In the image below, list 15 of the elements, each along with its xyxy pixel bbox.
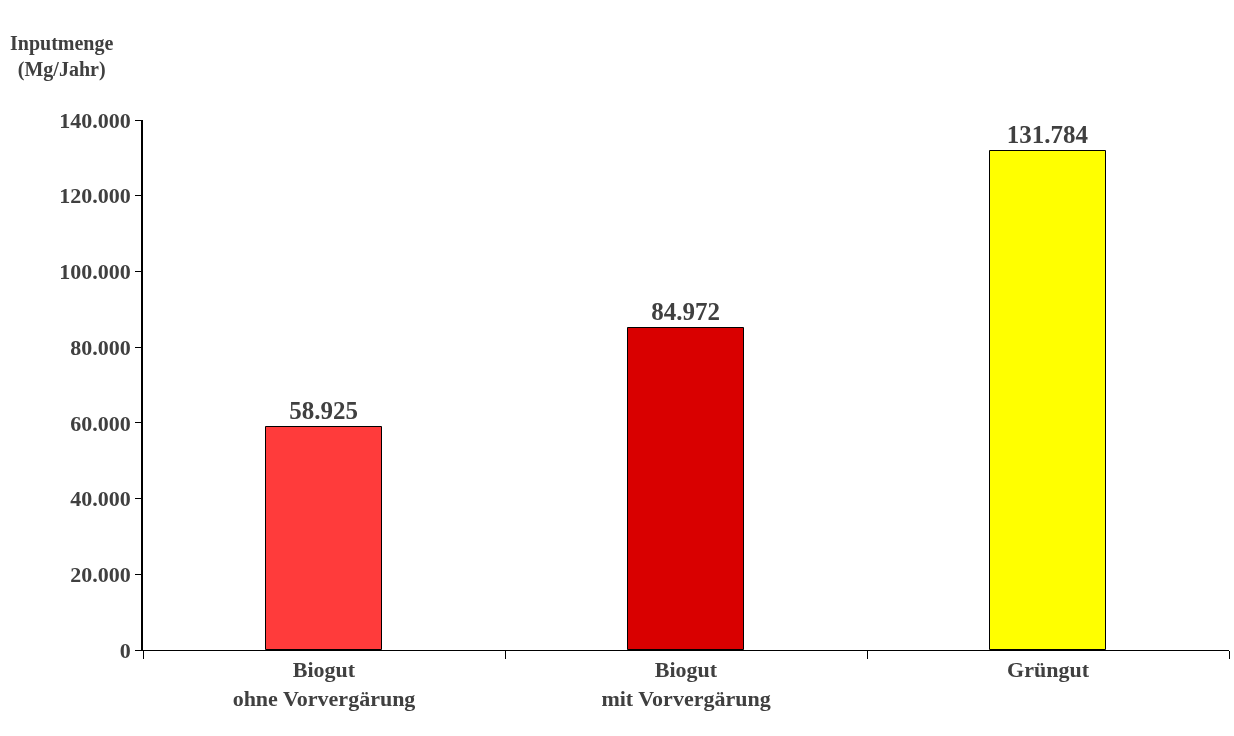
y-tick-label: 20.000: [70, 561, 131, 587]
y-tick-label: 80.000: [70, 334, 131, 360]
data-label: 58.925: [289, 396, 358, 424]
y-tick-label: 60.000: [70, 410, 131, 436]
x-tick-label: Biogut mit Vorvergärung: [601, 657, 771, 711]
y-tick-label: 140.000: [59, 107, 131, 133]
y-axis-title: Inputmenge (Mg/Jahr): [10, 32, 114, 81]
data-label: 84.972: [651, 297, 720, 325]
y-tick-label: 100.000: [59, 259, 131, 285]
x-tick-label: Biogut ohne Vorvergärung: [232, 657, 416, 711]
x-tick-label: Grüngut: [1007, 657, 1090, 683]
data-label: 131.784: [1006, 120, 1089, 148]
y-tick-label: 0: [119, 637, 131, 663]
y-tick-label: 120.000: [59, 183, 131, 209]
y-tick-label: 40.000: [70, 486, 131, 512]
